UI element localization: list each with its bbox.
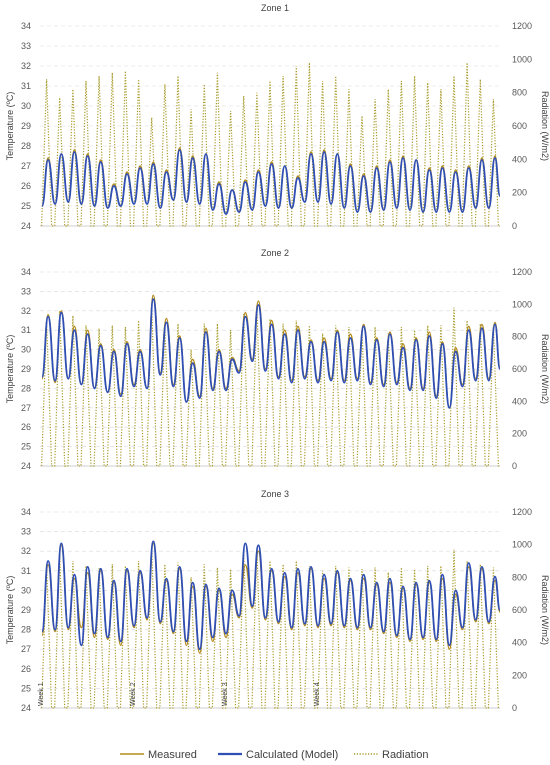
y-tick-label: 33 [21, 41, 31, 51]
series-calculated-model [41, 540, 501, 651]
y-tick-label: 33 [21, 527, 31, 537]
y-tick-label: 32 [21, 546, 31, 556]
x-tick-label: Week 4 [314, 682, 321, 706]
x-tick-label: Week 3 [222, 682, 229, 706]
panel-zone-1: Zone 1 24 25 26 27 28 29 30 31 32 33 34 0 200 400 600 80… [5, 3, 550, 231]
y-tick-label: 30 [21, 585, 31, 595]
y2-tick-label: 200 [512, 670, 527, 680]
y2-tick-label: 800 [512, 332, 527, 342]
x-tick-label: Week 1 [38, 682, 45, 706]
y-tick-label: 31 [21, 325, 31, 335]
series-radiation [41, 62, 500, 227]
y-tick-label: 30 [21, 101, 31, 111]
y2-tick-label: 1200 [512, 267, 532, 277]
y2-tick-label: 0 [512, 703, 517, 713]
y-tick-label: 29 [21, 121, 31, 131]
y-tick-label: 24 [21, 461, 31, 471]
series-radiation [41, 304, 500, 467]
y2-tick-label: 800 [512, 88, 527, 98]
y2-tick-label: 400 [512, 396, 527, 406]
legend-label: Measured [148, 749, 197, 761]
y-tick-label: 28 [21, 625, 31, 635]
y-tick-label: 34 [21, 507, 31, 517]
series-calculated-model [41, 149, 501, 215]
y-tick-label: 32 [21, 306, 31, 316]
y-tick-label: 31 [21, 81, 31, 91]
y2-tick-label: 1200 [512, 21, 532, 31]
panel-title: Zone 2 [261, 248, 289, 258]
y2-axis-label: Radiation (W/m2) [540, 91, 550, 161]
legend-label: Radiation [382, 749, 428, 761]
y2-tick-label: 1000 [512, 299, 532, 309]
y-tick-label: 29 [21, 364, 31, 374]
legend: Measured Calculated (Model) Radiation [120, 749, 428, 761]
y2-tick-label: 600 [512, 605, 527, 615]
y-tick-label: 24 [21, 703, 31, 713]
series-calculated-model [41, 298, 501, 409]
panel-zone-3: Zone 3 24 25 26 27 28 29 30 31 32 33 34 0 200 400 600 80… [5, 489, 550, 713]
y-tick-label: 25 [21, 683, 31, 693]
y2-tick-label: 600 [512, 364, 527, 374]
y2-tick-label: 400 [512, 154, 527, 164]
y-tick-label: 24 [21, 221, 31, 231]
y-tick-label: 27 [21, 161, 31, 171]
y-tick-label: 29 [21, 605, 31, 615]
x-tick-label: Week 2 [130, 682, 137, 706]
panel-zone-2: Zone 2 24 25 26 27 28 29 30 31 32 33 34 0 200 400 600 80… [5, 248, 550, 471]
panel-title: Zone 3 [261, 489, 289, 499]
y-tick-label: 32 [21, 61, 31, 71]
y-tick-label: 28 [21, 141, 31, 151]
y2-axis-label: Radiation (W/m2) [540, 334, 550, 404]
y-tick-label: 27 [21, 644, 31, 654]
y-tick-label: 26 [21, 181, 31, 191]
y2-tick-label: 1200 [512, 507, 532, 517]
y-tick-label: 25 [21, 442, 31, 452]
y2-tick-label: 1000 [512, 540, 532, 550]
legend-label: Calculated (Model) [246, 749, 338, 761]
y2-tick-label: 0 [512, 221, 517, 231]
series-radiation [41, 546, 500, 709]
y-tick-label: 28 [21, 383, 31, 393]
y-tick-label: 34 [21, 267, 31, 277]
y2-tick-label: 600 [512, 121, 527, 131]
y-tick-label: 31 [21, 566, 31, 576]
y-tick-label: 26 [21, 664, 31, 674]
y-tick-label: 30 [21, 345, 31, 355]
y2-tick-label: 0 [512, 461, 517, 471]
y-tick-label: 26 [21, 422, 31, 432]
y-axis-label: Temperature (ºC) [5, 576, 15, 645]
y2-tick-label: 200 [512, 188, 527, 198]
y-axis-label: Temperature (ºC) [5, 92, 15, 161]
y2-tick-label: 800 [512, 572, 527, 582]
y2-tick-label: 200 [512, 429, 527, 439]
y-axis-label: Temperature (ºC) [5, 335, 15, 404]
y2-tick-label: 1000 [512, 54, 532, 64]
y-tick-label: 27 [21, 403, 31, 413]
y2-axis-label: Radiation (W/m2) [540, 575, 550, 645]
y-tick-label: 25 [21, 201, 31, 211]
y-tick-label: 34 [21, 21, 31, 31]
y-tick-label: 33 [21, 286, 31, 296]
y2-tick-label: 400 [512, 638, 527, 648]
panel-title: Zone 1 [261, 3, 289, 13]
